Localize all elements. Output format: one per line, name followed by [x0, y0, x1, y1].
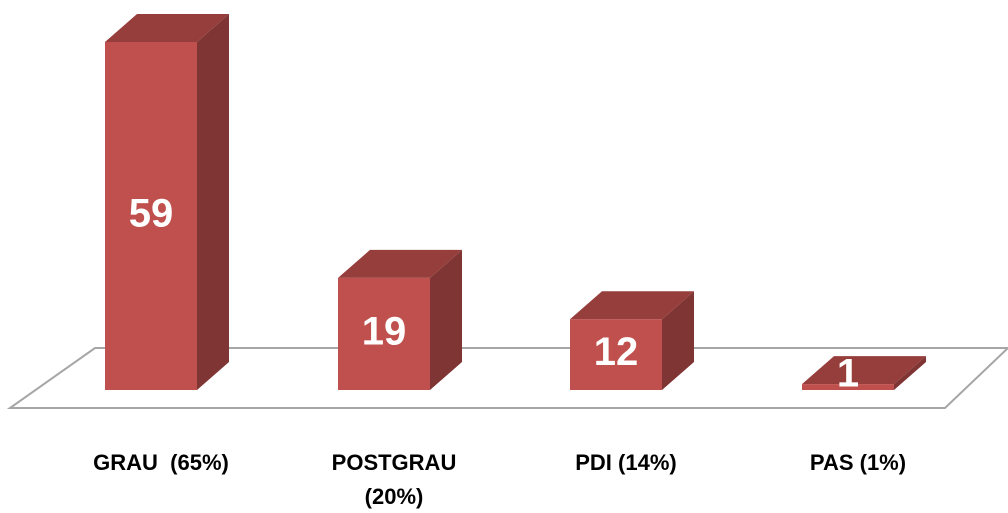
value-label: 12 — [594, 330, 639, 374]
category-label: POSTGRAU (20%) — [331, 450, 463, 509]
bar-top — [570, 291, 694, 320]
value-label: 1 — [837, 352, 859, 396]
bar — [570, 319, 662, 390]
bar-top — [802, 356, 926, 385]
bar-top — [105, 14, 229, 42]
bar-top — [338, 249, 462, 278]
bar — [105, 42, 197, 390]
bar-side — [662, 291, 694, 390]
bar-side — [894, 356, 926, 390]
category-label: PAS (1%) — [809, 450, 907, 475]
bar-side — [197, 14, 229, 390]
category-label: GRAU (65%) — [93, 450, 229, 475]
category-label: PDI (14%) — [575, 450, 677, 475]
bar — [802, 384, 894, 390]
bar-side — [430, 249, 462, 390]
bar — [338, 277, 430, 390]
value-label: 59 — [129, 192, 174, 236]
floor — [6, 347, 1008, 409]
value-label: 19 — [362, 310, 407, 354]
